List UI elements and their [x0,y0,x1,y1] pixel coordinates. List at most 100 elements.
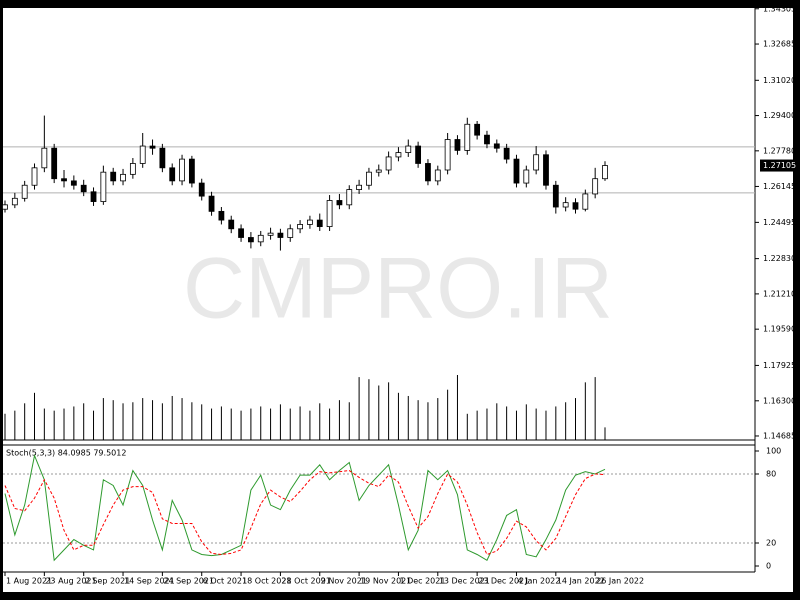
candle-body [159,147,166,169]
candle-body [297,224,303,230]
candle-body [326,200,333,228]
y-tick-label: 1.26145 [763,182,796,191]
candle-body [267,232,274,236]
x-tick-label: 24 Sep 2021 [163,577,214,586]
candle-body [572,202,579,210]
y-tick-label: 80 [766,470,776,479]
x-tick-label: 28 Oct 2021 [281,577,330,586]
candle-body [41,147,48,169]
y-tick-label: 1.34305 [763,4,796,13]
candle-body [129,163,136,175]
candle-body [11,197,18,206]
y-tick-label: 0 [766,562,771,571]
candle-body [61,178,67,182]
candle-body [21,184,28,199]
candle-body [277,232,284,238]
x-tick-label: 23 Dec 2021 [478,577,529,586]
candle-body [100,171,107,202]
candle-body [523,169,530,184]
y-tick-label: 1.14685 [763,431,796,440]
candle-body [120,173,126,182]
y-tick-label: 1.31020 [763,76,796,85]
stoch-line [4,470,606,556]
candle-body [444,139,451,171]
candle-body [533,154,540,171]
candle-body [366,171,372,186]
candle-body [474,123,481,136]
candle-body [110,171,117,182]
y-tick-label: 1.19590 [763,325,796,334]
candle-body [31,167,38,186]
x-tick-label: 2 Sep 2021 [85,577,131,586]
candle-body [562,202,569,208]
candle-body [592,178,599,195]
candle-body [287,228,294,238]
candle-body [513,158,520,184]
candle-body [179,158,185,182]
x-tick-label: 19 Nov 2021 [360,577,411,586]
candle-body [218,210,225,221]
candle-body [257,234,264,243]
x-tick-label: 1 Dec 2021 [399,577,445,586]
candle-body [307,219,313,225]
candle-body [356,184,362,190]
current-price-label: 1.27105 [763,161,796,170]
candle-body [602,165,608,180]
candle-body [582,193,589,210]
y-tick-label: 1.21210 [763,289,796,298]
candle-body [543,154,549,186]
candle-body [434,169,441,182]
y-tick-label: 20 [766,539,776,548]
candle-body [336,200,343,206]
candle-body [70,180,77,186]
y-tick-label: 1.29400 [763,111,796,120]
x-tick-label: 14 Sep 2021 [124,577,175,586]
y-tick-label: 1.22830 [763,254,796,263]
candle-body [493,143,500,149]
x-tick-label: 14 Jan 2022 [557,577,605,586]
candle-body [405,145,412,153]
candle-body [188,158,195,184]
candle-body [552,184,559,208]
candle-body [375,169,382,173]
candle-body [346,189,353,206]
x-tick-label: 1 Aug 2021 [6,577,52,586]
candle-body [316,219,323,228]
x-tick-label: 26 Jan 2022 [596,577,644,586]
stoch-line [4,453,606,562]
candle-body [2,204,8,210]
candle-body [80,184,87,193]
candle-body [149,145,156,149]
candle-body [395,152,402,158]
current-price-box [760,159,796,172]
candle-body [228,219,235,230]
candle-body [425,163,431,182]
candle-body [238,228,244,238]
candle-body [415,145,422,164]
y-tick-label: 1.32685 [763,40,796,49]
x-tick-label: 6 Oct 2021 [203,577,247,586]
candle-body [503,147,510,160]
candle-body [385,156,392,171]
y-tick-label: 1.16300 [763,396,796,405]
y-tick-label: 1.27780 [763,146,796,155]
x-tick-label: 23 Aug 2021 [45,577,96,586]
y-tick-label: 1.24495 [763,218,796,227]
candle-body [208,195,215,212]
x-tick-label: 13 Dec 2021 [439,577,490,586]
watermark: CMPRO.IR [183,241,613,337]
candle-body [454,139,461,151]
candle-body [139,145,146,164]
indicator-title: Stoch(5,3,3) 84.0985 79.5012 [6,449,126,458]
candle-body [51,147,58,180]
x-tick-label: 4 Jan 2022 [517,577,560,586]
x-tick-label: 18 Oct 2021 [242,577,291,586]
candle-body [248,237,254,243]
background [3,8,793,592]
candle-body [198,182,205,197]
candle-body [90,191,97,202]
candle-body [169,167,176,182]
candle-body [484,134,490,145]
